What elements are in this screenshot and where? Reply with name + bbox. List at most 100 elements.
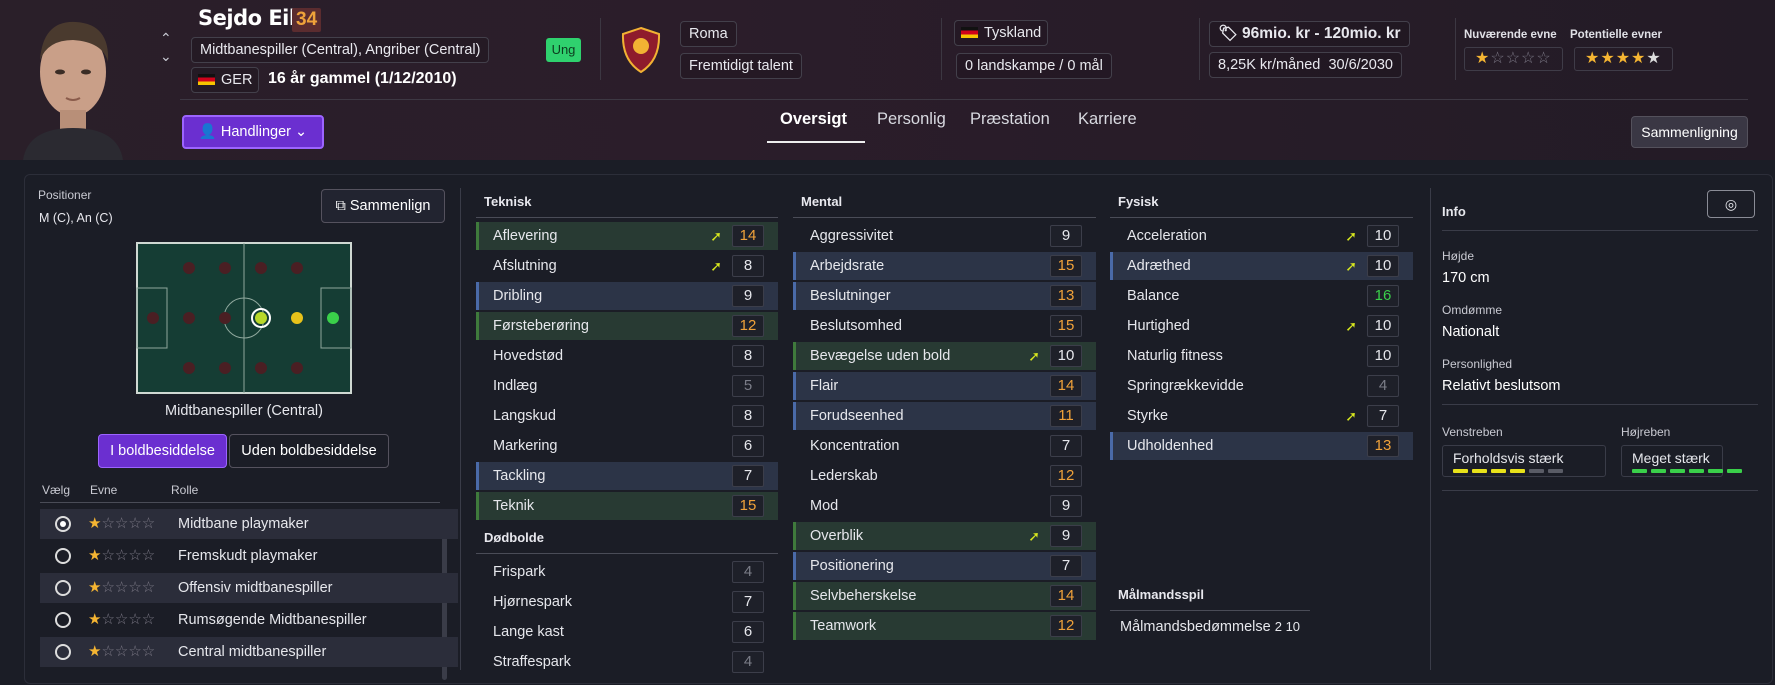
potential-ability-label: Potentielle evner: [1570, 29, 1663, 41]
roles-divider: [40, 502, 440, 503]
person-icon: 👤: [198, 124, 221, 140]
next-player-arrow[interactable]: ⌄: [160, 48, 172, 64]
attribute-value: 14: [1050, 375, 1082, 397]
attribute-value: 12: [1050, 465, 1082, 487]
role-row[interactable]: ★☆☆☆☆ Central midtbanespiller: [40, 637, 458, 667]
right-foot-label: Højreben: [1621, 425, 1671, 439]
attribute-value: 11: [1050, 405, 1082, 427]
tab-overview[interactable]: Oversigt: [780, 110, 847, 128]
role-radio[interactable]: [55, 548, 71, 564]
attribute-row: Arbejdsrate 15: [793, 252, 1096, 280]
tab-career[interactable]: Karriere: [1078, 110, 1137, 128]
attribute-row: Langskud 8: [476, 402, 778, 430]
attribute-row: Markering 6: [476, 432, 778, 460]
comparison-button[interactable]: Sammenligning: [1631, 116, 1748, 148]
role-row[interactable]: ★☆☆☆☆ Fremskudt playmaker: [40, 541, 458, 571]
attribute-row: Teknik 15: [476, 492, 778, 520]
attribute-row: Aflevering ➚ 14: [476, 222, 778, 250]
club-crest-icon[interactable]: [620, 26, 662, 74]
divider: [1199, 18, 1200, 80]
reputation-value: Nationalt: [1442, 324, 1500, 340]
player-nation: GER: [191, 67, 260, 93]
trend-up-icon: ➚: [710, 228, 722, 244]
attribute-name: Mod: [810, 498, 839, 514]
wage-text: 8,25K kr/måned: [1218, 57, 1321, 73]
attribute-name: Adræthed: [1127, 258, 1191, 274]
pitch-position-label: Midtbanespiller (Central): [165, 403, 323, 419]
potential-ability-stars: ★★★★★: [1574, 47, 1673, 71]
attribute-value: 4: [1367, 375, 1399, 397]
foot-level-segment: [1689, 469, 1704, 473]
role-row[interactable]: ★☆☆☆☆ Midtbane playmaker: [40, 509, 458, 539]
role-radio[interactable]: [55, 580, 71, 596]
role-radio[interactable]: [55, 644, 71, 660]
highlight-bar: [793, 402, 796, 430]
highlight-bar: [793, 612, 796, 640]
personality-icon-button[interactable]: ◎: [1707, 190, 1755, 218]
club-name[interactable]: Roma: [680, 21, 737, 47]
attribute-value: 5: [732, 375, 764, 397]
player-age: 16 år gammel (1/12/2010): [268, 70, 457, 87]
divider: [600, 18, 601, 80]
attribute-value: 16: [1367, 285, 1399, 307]
role-name: Rumsøgende Midtbanespiller: [178, 612, 367, 628]
attribute-row: Koncentration 7: [793, 432, 1096, 460]
attribute-row: Hurtighed ➚ 10: [1110, 312, 1413, 340]
attribute-row: Dribling 9: [476, 282, 778, 310]
attribute-name: Aflevering: [493, 228, 558, 244]
dodbolde-title: Dødbolde: [484, 530, 544, 545]
attribute-row: Straffespark 4: [476, 648, 778, 676]
country-pill[interactable]: Tyskland: [954, 20, 1049, 46]
divider: [1455, 18, 1456, 80]
attribute-value: 15: [732, 495, 764, 517]
compare-positions-button[interactable]: ⧉ Sammenlign: [321, 189, 445, 223]
prev-player-arrow[interactable]: ⌃: [160, 30, 172, 46]
trend-up-icon: ➚: [1345, 258, 1357, 274]
actions-label: Handlinger: [220, 124, 292, 140]
highlight-bar: [793, 552, 796, 580]
attribute-value: 9: [1050, 525, 1082, 547]
actions-button[interactable]: 👤 Handlinger ⌄: [182, 115, 324, 149]
tab-personal[interactable]: Personlig: [877, 110, 946, 128]
attribute-name: Balance: [1127, 288, 1180, 304]
caps-text: 0 landskampe / 0 mål: [956, 53, 1112, 79]
goalkeeping-title: Målmandsspil: [1118, 587, 1204, 602]
personality-label: Personlighed: [1442, 357, 1513, 371]
foot-level-segment: [1453, 469, 1468, 473]
divider: [1442, 230, 1758, 231]
fysisk-title: Fysisk: [1118, 194, 1159, 209]
attribute-row: Bevægelse uden bold ➚ 10: [793, 342, 1096, 370]
attribute-name: Overblik: [810, 528, 864, 544]
tab-performance[interactable]: Præstation: [970, 110, 1050, 128]
reputation-label: Omdømme: [1442, 303, 1502, 317]
attribute-value: 4: [732, 651, 764, 673]
trend-up-icon: ➚: [1028, 348, 1040, 364]
compare-label: Sammenlign: [349, 198, 431, 214]
foot-level-segment: [1670, 469, 1685, 473]
attribute-name: Beslutninger: [810, 288, 891, 304]
trend-up-icon: ➚: [1028, 528, 1040, 544]
attribute-row: Teamwork 12: [793, 612, 1096, 640]
attribute-row: Selvbeherskelse 14: [793, 582, 1096, 610]
attribute-row: Naturlig fitness 10: [1110, 342, 1413, 370]
highlight-bar: [476, 312, 479, 340]
role-row[interactable]: ★☆☆☆☆ Rumsøgende Midtbanespiller: [40, 605, 458, 635]
highlight-bar: [476, 492, 479, 520]
foot-level-segment: [1491, 469, 1506, 473]
out-of-possession-toggle[interactable]: Uden boldbesiddelse: [229, 434, 389, 468]
attribute-name: Hurtighed: [1127, 318, 1190, 334]
role-radio[interactable]: [55, 516, 71, 532]
attribute-value: 7: [1050, 555, 1082, 577]
attribute-value: 9: [732, 285, 764, 307]
highlight-bar: [476, 282, 479, 310]
attribute-value: 7: [732, 465, 764, 487]
attribute-name: Teknik: [493, 498, 535, 514]
attribute-row: Beslutsomhed 15: [793, 312, 1096, 340]
role-row[interactable]: ★☆☆☆☆ Offensiv midtbanespiller: [40, 573, 458, 603]
highlight-bar: [1110, 432, 1113, 460]
attribute-name: Styrke: [1127, 408, 1169, 424]
in-possession-toggle[interactable]: I boldbesiddelse: [98, 434, 227, 468]
role-radio[interactable]: [55, 612, 71, 628]
foot-level-segment: [1529, 469, 1544, 473]
attribute-name: Koncentration: [810, 438, 900, 454]
